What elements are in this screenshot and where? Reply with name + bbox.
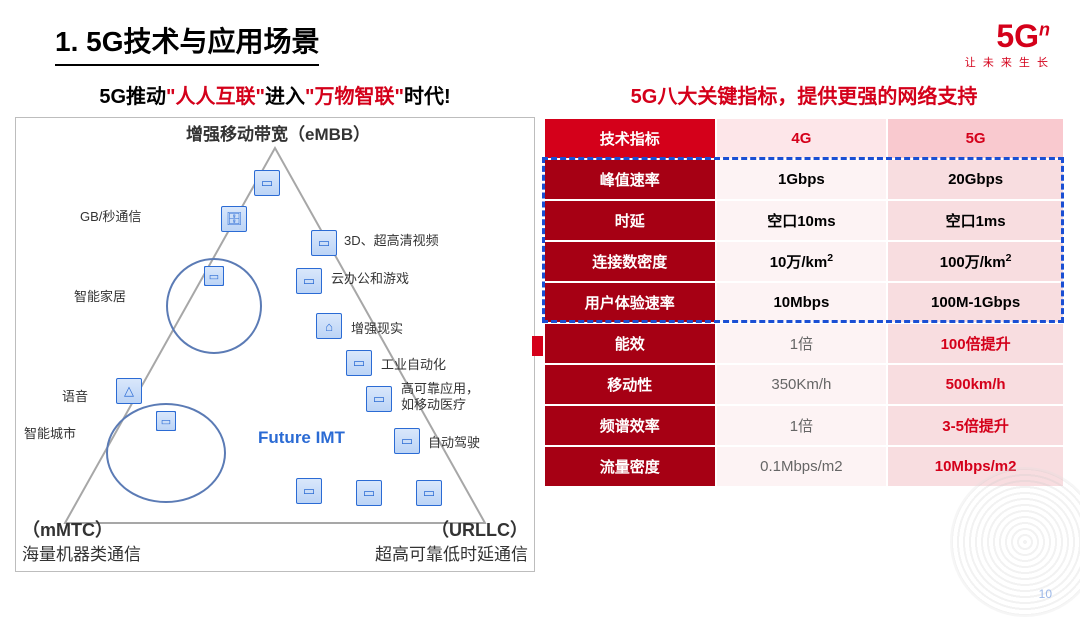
metric-name: 时延 xyxy=(544,200,716,241)
industry-icon: ▭ xyxy=(346,350,372,376)
urllc-corner: （URLLC） xyxy=(431,516,528,542)
value-4g: 0.1Mbps/m2 xyxy=(716,446,888,487)
right-subheading: 5G八大关键指标，提供更强的网络支持 xyxy=(543,80,1065,109)
col-metric: 技术指标 xyxy=(544,118,716,159)
embb-apex-icon: ▭ xyxy=(254,170,280,196)
voice-icon: △ xyxy=(116,378,142,404)
table-row: 能效1倍100倍提升 xyxy=(544,323,1064,364)
value-5g: 20Gbps xyxy=(887,159,1064,200)
cluster-icon: ▭ xyxy=(156,411,176,431)
table-row: 连接数密度10万/km2100万/km2 xyxy=(544,241,1064,282)
bottom-left-label: 海量机器类通信 xyxy=(22,540,141,565)
metric-name: 频谱效率 xyxy=(544,405,716,446)
triangle-diagram: 增强移动带宽（eMBB） ▭ GB/秒通信 🗄 ▭ 3D、超高清视频 ▭ 云办公… xyxy=(15,117,535,572)
medical-icon: ▭ xyxy=(366,386,392,412)
future-imt-label: Future IMT xyxy=(258,428,345,448)
bottom-icon-1: ▭ xyxy=(296,478,322,504)
autodrive-label: 自动驾驶 xyxy=(428,432,480,451)
table-row: 用户体验速率10Mbps100M-1Gbps xyxy=(544,282,1064,323)
value-4g: 350Km/h xyxy=(716,364,888,405)
bottom-icon-3: ▭ xyxy=(416,480,442,506)
autodrive-icon: ▭ xyxy=(394,428,420,454)
metric-name: 能效 xyxy=(544,323,716,364)
video-label: 3D、超高清视频 xyxy=(344,230,439,249)
metrics-table: 技术指标 4G 5G 峰值速率1Gbps20Gbps时延空口10ms空口1ms连… xyxy=(543,117,1065,488)
value-4g: 1Gbps xyxy=(716,159,888,200)
value-5g: 3-5倍提升 xyxy=(887,405,1064,446)
metric-name: 连接数密度 xyxy=(544,241,716,282)
brand-logo: 5Gn 让 未 来 生 长 xyxy=(965,20,1050,70)
industry-label: 工业自动化 xyxy=(381,354,446,373)
top-corner-label: 增强移动带宽（eMBB） xyxy=(186,120,370,145)
value-4g: 10Mbps xyxy=(716,282,888,323)
metric-name: 峰值速率 xyxy=(544,159,716,200)
value-4g: 1倍 xyxy=(716,323,888,364)
page-title: 1. 5G技术与应用场景 xyxy=(55,20,319,66)
metric-name: 流量密度 xyxy=(544,446,716,487)
value-4g: 1倍 xyxy=(716,405,888,446)
page-number: 10 xyxy=(1039,587,1052,601)
medical-label2: 如移动医疗 xyxy=(401,394,466,413)
col-5g: 5G xyxy=(887,118,1064,159)
gb-icon: 🗄 xyxy=(221,206,247,232)
value-4g: 空口10ms xyxy=(716,200,888,241)
city-cluster: ▭ ▭ ▭ ▭ ▭ ▭ ▭ ▭ ▭ xyxy=(106,403,226,503)
value-4g: 10万/km2 xyxy=(716,241,888,282)
mmtc-corner: （mMTC） xyxy=(22,516,113,542)
cluster-icon: ▭ xyxy=(204,266,224,286)
metric-name: 移动性 xyxy=(544,364,716,405)
home-label: 智能家居 xyxy=(74,286,126,305)
cloud-icon: ▭ xyxy=(296,268,322,294)
cloud-label: 云办公和游戏 xyxy=(331,268,409,287)
home-cluster: ▭ ▭ ▭ ▭ ▭ ▭ ▭ xyxy=(166,258,262,354)
ar-icon: ⌂ xyxy=(316,313,342,339)
bottom-right-label: 超高可靠低时延通信 xyxy=(375,540,528,565)
value-5g: 500km/h xyxy=(887,364,1064,405)
ar-label: 增强现实 xyxy=(351,318,403,337)
metric-name: 用户体验速率 xyxy=(544,282,716,323)
col-4g: 4G xyxy=(716,118,888,159)
table-row: 时延空口10ms空口1ms xyxy=(544,200,1064,241)
left-subheading: 5G推动"人人互联"进入"万物智联"时代! xyxy=(15,80,535,109)
city-label: 智能城市 xyxy=(24,423,76,442)
value-5g: 100万/km2 xyxy=(887,241,1064,282)
video-icon: ▭ xyxy=(311,230,337,256)
gb-label: GB/秒通信 xyxy=(80,206,141,225)
table-row: 峰值速率1Gbps20Gbps xyxy=(544,159,1064,200)
value-5g: 空口1ms xyxy=(887,200,1064,241)
voice-label: 语音 xyxy=(62,386,88,405)
value-5g: 100M-1Gbps xyxy=(887,282,1064,323)
table-row: 频谱效率1倍3-5倍提升 xyxy=(544,405,1064,446)
bottom-icon-2: ▭ xyxy=(356,480,382,506)
table-row: 移动性350Km/h500km/h xyxy=(544,364,1064,405)
value-5g: 100倍提升 xyxy=(887,323,1064,364)
watermark-graphic xyxy=(950,467,1080,617)
